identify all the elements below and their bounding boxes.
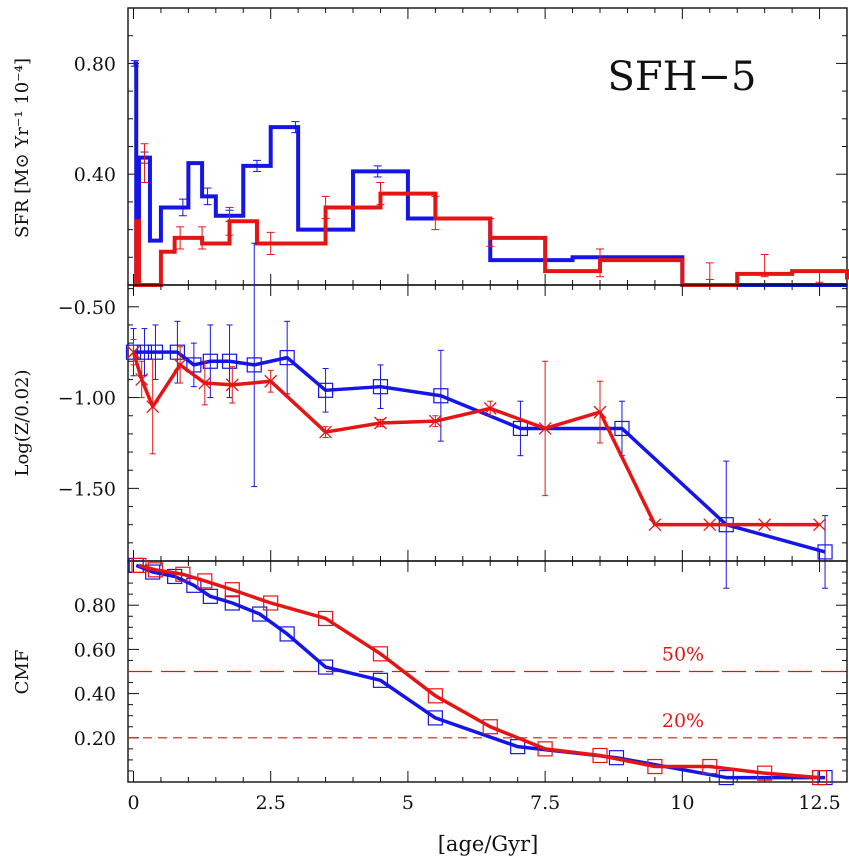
cmf-panel: 0.20 0.40 0.60 0.80 50% 20% 0 2.5 5 7.5 10 12.5: [74, 557, 848, 814]
square-marker: [136, 344, 153, 360]
square-marker: [817, 544, 833, 560]
cross-marker: [428, 414, 442, 428]
y-tick-label: 0.20: [74, 728, 116, 750]
y-tick-label: 0.80: [74, 53, 116, 75]
square-marker: [811, 769, 828, 786]
y-tick-label: 0.80: [74, 595, 116, 617]
square-marker: [186, 357, 202, 373]
metallicity-y-axis-label: Log(Z/0.02): [12, 369, 33, 476]
cross-marker: [483, 402, 497, 415]
square-marker: [317, 659, 334, 675]
cross-marker: [198, 376, 212, 390]
square-marker: [757, 765, 773, 781]
cross-marker: [813, 518, 827, 532]
square-marker: [246, 357, 262, 373]
cross-marker: [319, 425, 333, 439]
square-marker: [169, 344, 185, 360]
square-marker: [702, 758, 718, 775]
plot-frame: [127, 7, 848, 286]
square-marker: [252, 606, 268, 622]
square-marker: [131, 557, 147, 574]
square-marker: [221, 353, 238, 369]
square-marker: [512, 420, 529, 437]
cross-marker: [173, 358, 187, 372]
square-marker: [482, 719, 498, 735]
square-marker: [647, 758, 663, 775]
y-tick-label: −1.50: [58, 478, 116, 500]
y-tick-label: 0.40: [74, 684, 116, 706]
square-marker: [592, 747, 608, 764]
cross-marker: [593, 405, 607, 419]
cross-marker: [648, 518, 662, 532]
reference-line-label: 50%: [662, 644, 704, 666]
x-axis-label: [age/Gyr]: [438, 832, 539, 856]
cross-marker: [264, 374, 278, 388]
square-marker: [197, 573, 213, 589]
x-tick-label: 5: [402, 792, 414, 814]
x-tick-label: 0: [127, 792, 139, 814]
metallicity-panel: −0.50 −1.00 −1.50: [58, 242, 848, 589]
x-tick-label: 10: [670, 792, 694, 814]
y-tick-label: −0.50: [58, 297, 116, 319]
x-tick-label: 12.5: [798, 792, 840, 814]
square-marker: [614, 420, 630, 437]
sfr-step-blue: [133, 61, 847, 287]
square-marker: [427, 710, 443, 726]
cmf-line-red: [138, 563, 820, 780]
x-tick-label: 7.5: [530, 792, 560, 814]
cross-marker: [127, 345, 140, 359]
square-marker: [224, 595, 240, 611]
square-marker: [718, 769, 734, 786]
y-tick-label: 0.60: [74, 639, 116, 661]
metallicity-line-blue: [133, 350, 826, 554]
cross-marker: [374, 416, 387, 430]
square-marker: [279, 350, 295, 366]
sfr-panel: 0.40 0.80: [74, 7, 849, 287]
square-marker: [433, 388, 449, 404]
square-marker: [372, 672, 389, 688]
square-marker: [167, 568, 183, 585]
square-marker: [372, 379, 389, 395]
square-marker: [317, 382, 334, 398]
square-marker: [175, 566, 191, 582]
square-marker: [427, 688, 443, 704]
square-marker: [279, 626, 295, 642]
cross-marker: [135, 372, 149, 386]
square-marker: [317, 610, 334, 627]
square-marker: [147, 562, 164, 578]
cross-marker: [703, 518, 717, 532]
plot-frame: [127, 284, 848, 562]
cross-marker: [758, 518, 772, 532]
square-marker: [372, 646, 389, 662]
reference-line-label: 20%: [662, 710, 704, 732]
y-tick-label: 0.40: [74, 164, 116, 186]
cmf-y-axis-label: CMF: [12, 650, 33, 695]
panel-title: SFH−5: [607, 54, 756, 100]
cross-marker: [225, 378, 239, 392]
x-tick-label: 2.5: [256, 792, 286, 814]
cross-marker: [146, 400, 160, 414]
square-marker: [263, 595, 279, 611]
square-marker: [202, 588, 218, 604]
y-tick-label: −1.00: [58, 388, 116, 410]
cross-marker: [538, 421, 552, 435]
sfr-y-axis-label: SFR [M⊙ Yr⁻¹ 10⁻⁴]: [12, 58, 33, 238]
square-marker: [224, 582, 240, 598]
square-marker: [537, 741, 553, 757]
metallicity-line-red: [131, 351, 820, 527]
